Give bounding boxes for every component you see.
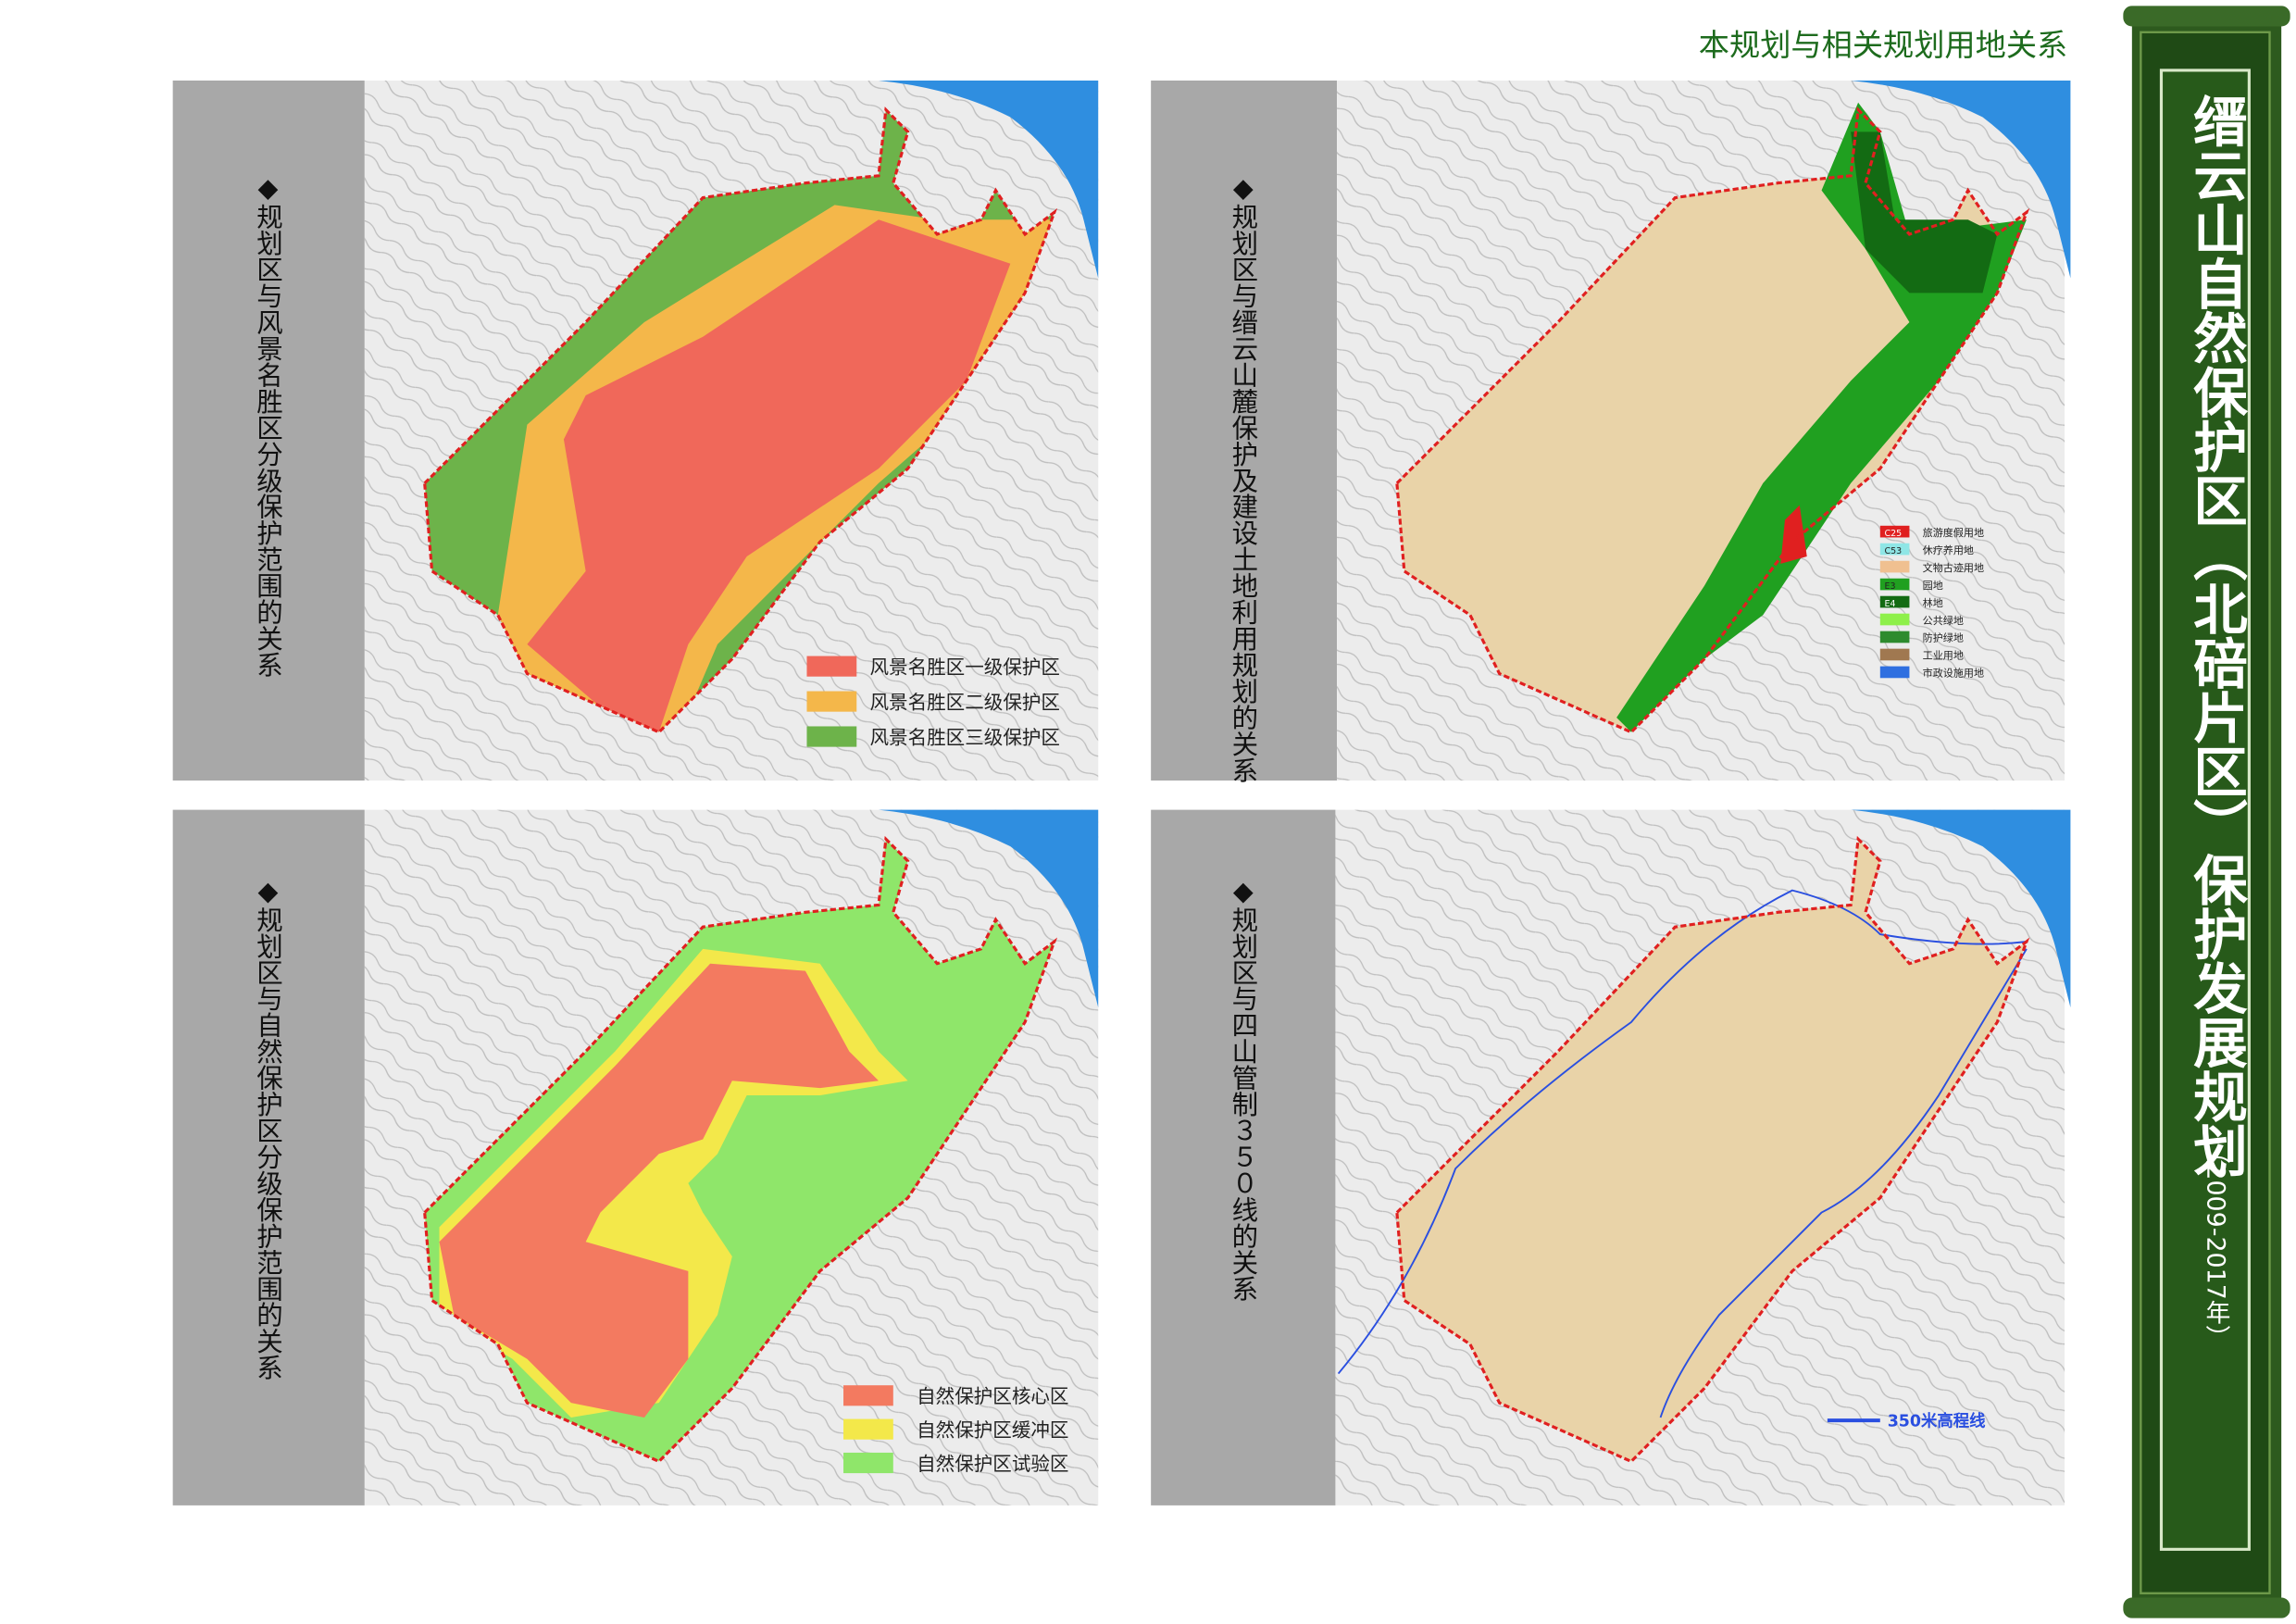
title-frame [2159,69,2251,1551]
legend-swatch [1879,613,1910,626]
legend-swatch [1879,543,1910,556]
legend-swatch [806,656,857,677]
panel-label: ◆规划区与风景名胜区分级保护范围的关系 [253,173,283,678]
legend-swatch [843,1452,893,1474]
panel-label: ◆规划区与四山管制３５０线的关系 [1228,876,1258,1302]
legend-swatch [1879,578,1910,591]
legend-code: C53 [1885,546,1903,556]
legend-label: 风景名胜区二级保护区 [869,691,1059,713]
legend-code: C25 [1885,529,1903,539]
legend-label: 防护绿地 [1923,631,1964,644]
label-strip [1151,809,1336,1505]
legend-label: 林地 [1923,596,1943,609]
legend-label: 公共绿地 [1923,614,1964,627]
legend-label: 风景名胜区一级保护区 [869,656,1059,679]
legend-swatch [806,691,857,712]
elevation-line [1337,889,2028,1418]
zone-core [439,963,879,1418]
forest-zone [1851,131,1998,294]
panel-2: ◆规划区与缙云山麓保护及建设土地利用规划的关系 C25 旅游度假用地 C53 休… [1151,80,2071,783]
panel-3: ◆规划区与自然保护区分级保护范围的关系 自然保护区核心区 自然保护区缓冲区 自然… [172,809,1099,1505]
scroll-rod [2123,6,2290,27]
legend-label: 园地 [1923,580,1943,592]
legend-swatch [843,1418,893,1440]
legend-swatch [1879,648,1910,661]
legend-swatch [1879,595,1910,608]
legend-swatch [843,1385,893,1406]
label-strip [1151,80,1338,781]
label-strip [172,809,365,1505]
legend-code: E3 [1885,581,1896,592]
panel-label: ◆规划区与缙云山麓保护及建设土地利用规划的关系 [1228,173,1258,783]
page-title: 本规划与相关规划用地关系 [1699,27,2067,63]
legend-label: 350米高程线 [1888,1411,1986,1430]
label-strip [172,80,365,781]
legend-label: 旅游度假用地 [1923,526,1984,539]
panel-label: ◆规划区与自然保护区分级保护范围的关系 [253,876,283,1380]
legend-label: 文物古迹用地 [1923,561,1984,574]
legend-code: E4 [1885,599,1896,609]
legend-swatch [1879,560,1910,573]
legend-label: 自然保护区缓冲区 [917,1419,1068,1442]
legend-label: 风景名胜区三级保护区 [869,726,1059,748]
legend-label: 自然保护区试验区 [917,1453,1068,1475]
panel-1: ◆规划区与风景名胜区分级保护范围的关系 风景名胜区一级保护区 风景名胜区二级保护… [172,80,1099,781]
legend-swatch [1879,666,1910,679]
legend-swatch [1879,525,1910,538]
legend-label: 工业用地 [1923,650,1964,662]
sidebar-title: 缙云山自然保护区（北碚片区）保护发展规划 [2184,94,2247,1177]
legend-swatch [806,726,857,747]
scroll-rod [2123,1597,2290,1618]
panel-4: ◆规划区与四山管制３５０线的关系 350米高程线 [1151,809,2071,1505]
legend-label: 市政设施用地 [1923,667,1984,680]
sidebar-years: （2009-2017年） [2201,1139,2229,1349]
sidebar: 缙云山自然保护区（北碚片区）保护发展规划 （2009-2017年） [2123,6,2290,1618]
zone-level-1 [527,219,1011,732]
legend-swatch [1879,631,1910,643]
legend-label: 自然保护区核心区 [917,1385,1068,1407]
legend-label: 休疗养用地 [1923,543,1974,556]
